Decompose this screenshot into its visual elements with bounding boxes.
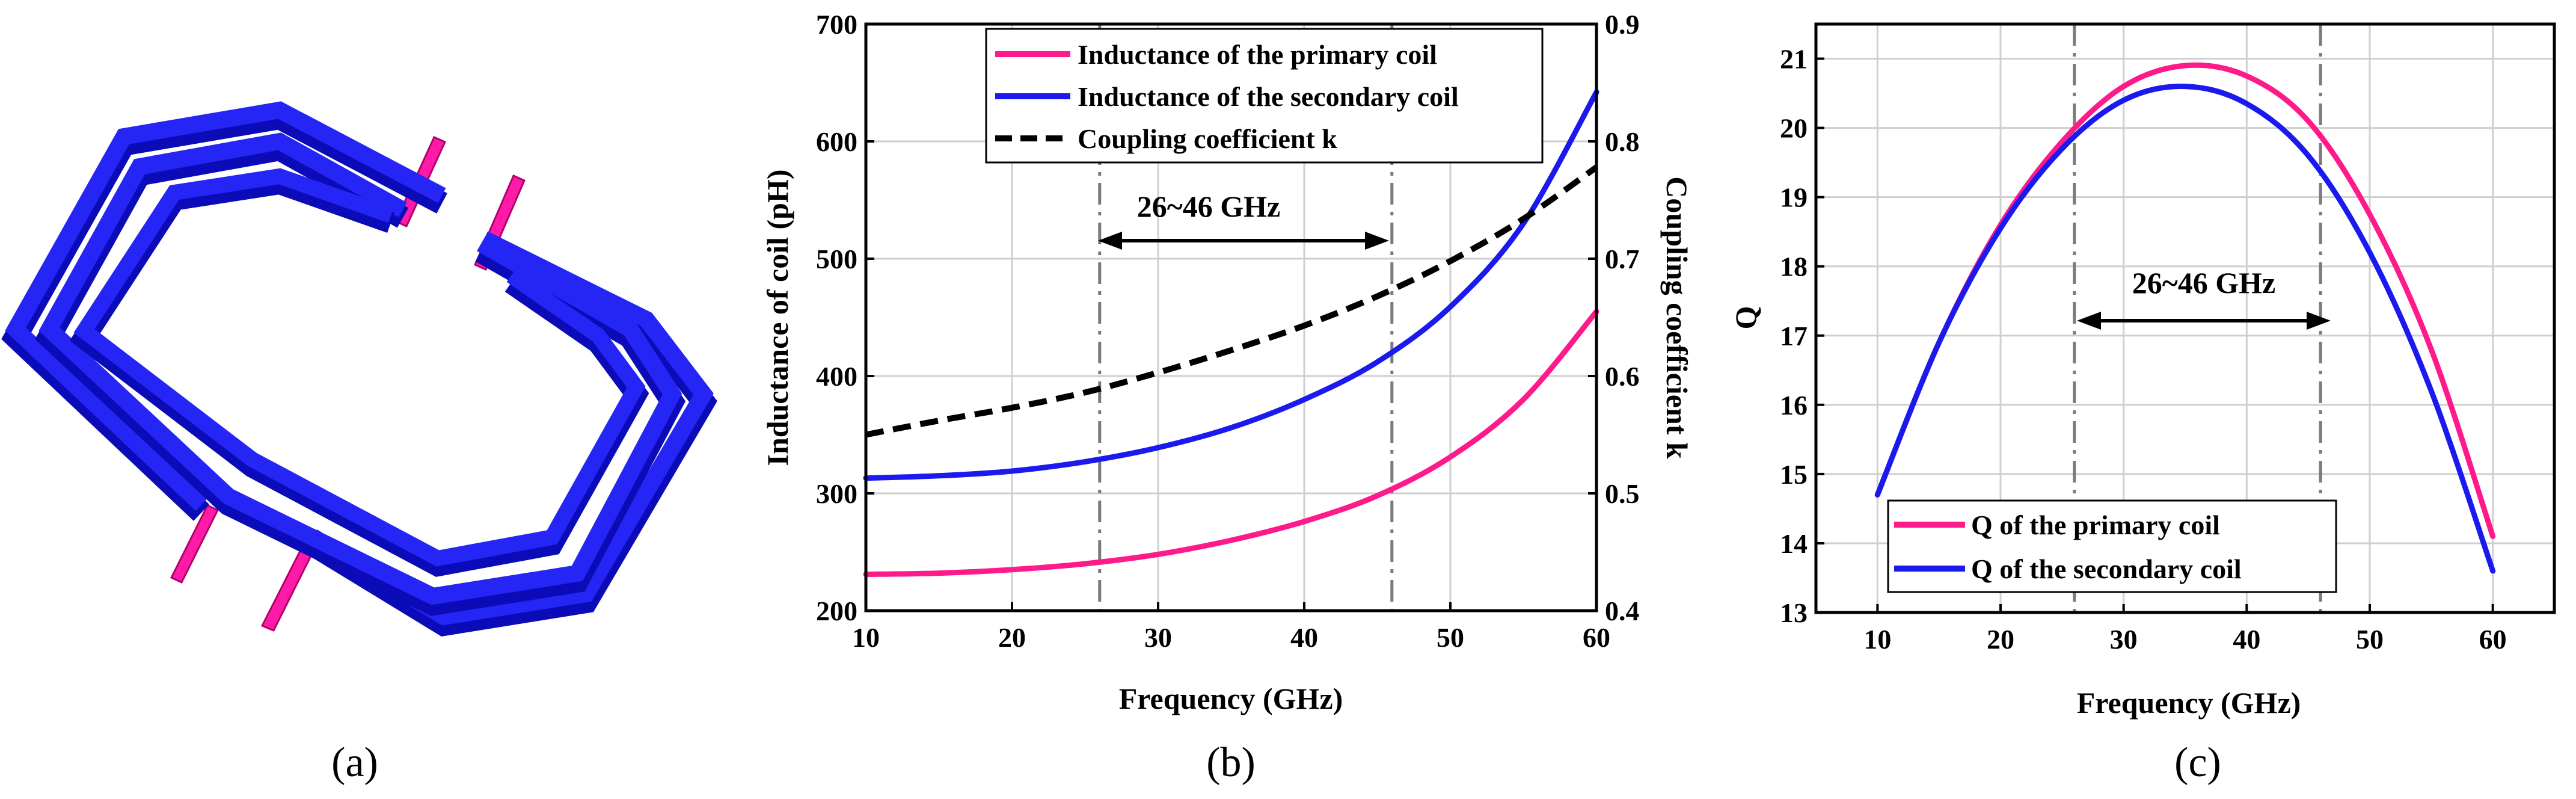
chart-b-y-ticks: 200 300 400 500 600 700 (816, 9, 874, 626)
chart-c-y-tick-label: 21 (1780, 44, 1808, 75)
chart-b-y2-tick-label: 0.6 (1605, 361, 1640, 392)
chart-c-x-tick-label: 20 (1987, 624, 2014, 655)
chart-c-y-ticks: 13 14 15 16 17 18 19 20 21 (1780, 44, 1824, 628)
chart-c-x-tick-label: 40 (2233, 624, 2260, 655)
chart-b-x-tick-label: 20 (998, 622, 1026, 653)
chart-c-series (1874, 62, 2496, 574)
chart-b-legend-label-coupling: Coupling coefficient k (1078, 123, 1337, 154)
chart-c-y-tick-label: 13 (1780, 597, 1808, 628)
coil-illustration: (a) (1, 101, 717, 786)
chart-c-legend: Q of the primary coil Q of the secondary… (1887, 499, 2337, 593)
primary-port-lead-right (260, 546, 314, 632)
chart-b-band-label: 26~46 GHz (1137, 190, 1280, 223)
chart-b-y-axis-title: Inductance of coil (pH) (761, 169, 794, 466)
chart-c-y-tick-label: 15 (1780, 459, 1808, 490)
chart-c-plot-frame (1814, 22, 2556, 614)
chart-b-x-tick-label: 40 (1290, 622, 1318, 653)
chart-b-x-tick-label: 50 (1437, 622, 1464, 653)
chart-b-series (863, 89, 1599, 577)
chart-b-y-tick-label: 600 (816, 126, 857, 157)
chart-b-plot-frame (864, 22, 1598, 612)
chart-b-y-tick-label: 700 (816, 9, 857, 40)
chart-c-series-q-of-the-secondary-coil (1874, 84, 2496, 574)
chart-b-x-ticks: 10 20 30 40 50 60 (852, 602, 1610, 653)
chart-b-y2-tick-label: 0.7 (1605, 244, 1640, 274)
inner-winding (73, 168, 646, 567)
chart-c-legend-box (1887, 499, 2337, 593)
chart-c-y-tick-label: 20 (1780, 113, 1808, 144)
chart-c-y-tick-label: 19 (1780, 182, 1808, 213)
chart-b-y2-tick-label: 0.8 (1605, 126, 1640, 157)
chart-b-y-tick-label: 200 (816, 596, 857, 626)
chart-b-y2-tick-label: 0.4 (1605, 596, 1640, 626)
primary-port-lead-left (170, 504, 219, 584)
chart-b-y2-tick-label: 0.9 (1605, 9, 1640, 40)
chart-c-legend-label-primary: Q of the primary coil (1971, 510, 2220, 540)
panel-c-label: (c) (2174, 739, 2221, 786)
chart-b-legend-label-primary: Inductance of the primary coil (1078, 39, 1437, 70)
chart-b-y-tick-label: 500 (816, 244, 857, 274)
chart-c-x-ticks: 10 20 30 40 50 60 (1863, 604, 2507, 655)
chart-b-y2-axis-title: Coupling coefficient k (1660, 176, 1694, 459)
chart-b-band-arrow-head-right (1365, 232, 1389, 250)
chart-b-legend-box (985, 28, 1544, 164)
chart-c-y-tick-label: 18 (1780, 251, 1808, 282)
chart-c-band-arrow-head-right (2307, 312, 2331, 330)
chart-b-x-axis-title: Frequency (GHz) (1119, 682, 1343, 715)
panel-b-label: (b) (1206, 739, 1256, 786)
chart-c-x-tick-label: 10 (1863, 624, 1891, 655)
chart-b-band-annotation: 26~46 GHz (1098, 190, 1389, 250)
chart-c-y-axis-title: Q (1729, 306, 1762, 330)
chart-b-y-tick-label: 400 (816, 361, 857, 392)
chart-b-x-tick-label: 10 (852, 622, 880, 653)
chart-c-y-tick-label: 16 (1780, 390, 1808, 421)
chart-c-x-tick-label: 60 (2479, 624, 2507, 655)
chart-c-x-tick-label: 50 (2356, 624, 2384, 655)
chart-b-legend-label-secondary: Inductance of the secondary coil (1078, 81, 1459, 112)
chart-b-series-coupling-coefficient-k (865, 164, 1598, 438)
chart-b-x-tick-label: 60 (1583, 622, 1610, 653)
chart-b-series-inductance-of-the-primary-coil (863, 309, 1599, 577)
chart-c-x-tick-label: 30 (2110, 624, 2138, 655)
outer-winding (5, 101, 446, 511)
chart-b-series-inductance-of-the-secondary-coil (863, 89, 1599, 481)
chart-c-legend-label-secondary: Q of the secondary coil (1971, 554, 2242, 584)
chart-b-x-tick-label: 30 (1144, 622, 1172, 653)
chart-b-y2-ticks: 0.4 0.5 0.6 0.7 0.8 0.9 (1588, 9, 1640, 626)
chart-c-band-label: 26~46 GHz (2132, 266, 2275, 300)
chart-b-legend: Inductance of the primary coil Inductanc… (985, 28, 1544, 164)
chart-b-y-tick-label: 300 (816, 478, 857, 509)
chart-c-band-annotation: 26~46 GHz (2077, 266, 2331, 330)
middle-winding (38, 132, 682, 605)
chart-c-series-q-of-the-primary-coil (1874, 62, 2496, 539)
chart-c: 10 20 30 40 50 60 13 14 15 16 17 18 19 20 21 Frequenc… (1729, 22, 2556, 786)
chart-c-band-arrow-head-left (2077, 312, 2101, 330)
chart-c-y-tick-label: 17 (1780, 321, 1808, 351)
octagonal-transformer-coil-icon (1, 101, 717, 637)
panel-a-label: (a) (331, 739, 378, 786)
chart-c-y-tick-label: 14 (1780, 528, 1808, 559)
chart-c-x-axis-title: Frequency (GHz) (2077, 686, 2301, 720)
chart-b-band-arrow-head-left (1098, 232, 1122, 250)
chart-b-y2-tick-label: 0.5 (1605, 478, 1640, 509)
